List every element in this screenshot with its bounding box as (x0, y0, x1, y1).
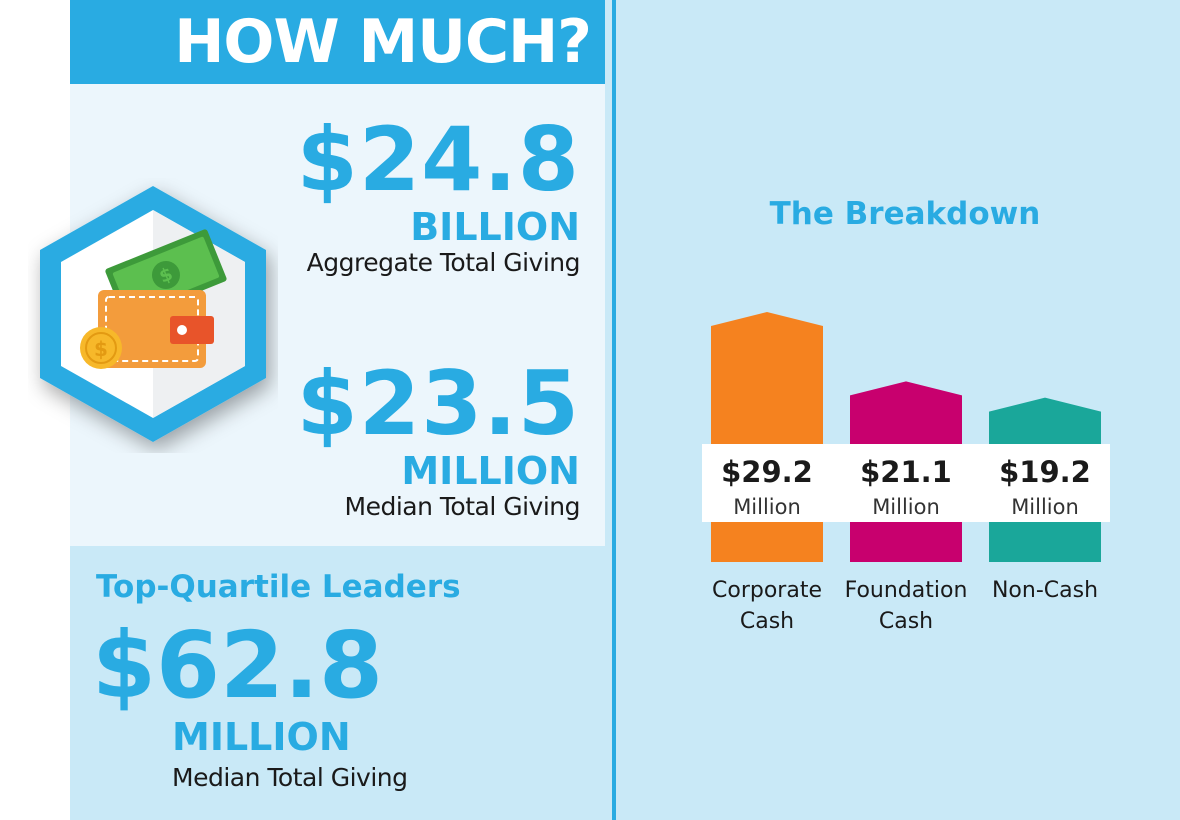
category-label: Corporate (712, 578, 822, 603)
top-quartile-title: Top-Quartile Leaders (96, 569, 461, 605)
aggregate-label: Aggregate Total Giving (306, 248, 581, 277)
category-label: Cash (879, 609, 933, 634)
page-title: HOW MUCH? (70, 0, 605, 84)
top-quartile-value: $62.8 (92, 612, 384, 719)
breakdown-chart: $29.2 Million Corporate Cash $21.1 Million Fou… (702, 312, 1110, 634)
top-quartile-label: Median Total Giving (172, 763, 408, 792)
category-label: Foundation (845, 578, 968, 603)
category-label: Cash (740, 609, 794, 634)
panel-divider (612, 0, 616, 820)
wallet-body (98, 290, 206, 368)
value-label-band (702, 444, 1110, 522)
aggregate-unit: BILLION (410, 205, 580, 249)
data-label-value: $29.2 (721, 455, 813, 489)
aggregate-value: $24.8 (296, 108, 580, 211)
median-value: $23.5 (296, 352, 580, 455)
bar-0 (711, 312, 823, 562)
svg-text:$: $ (94, 337, 108, 361)
data-label-unit: Million (872, 495, 940, 519)
top-quartile-unit: MILLION (172, 715, 351, 759)
page-margin (0, 0, 70, 820)
data-label-value: $19.2 (999, 455, 1091, 489)
chart-title: The Breakdown (769, 196, 1041, 232)
data-label-unit: Million (733, 495, 801, 519)
wallet-clasp (170, 316, 214, 344)
median-label: Median Total Giving (344, 492, 581, 521)
data-label-value: $21.1 (860, 455, 952, 489)
aggregate-stat: $24.8 BILLION Aggregate Total Giving (296, 108, 581, 278)
median-unit: MILLION (401, 449, 580, 493)
median-stat: $23.5 MILLION Median Total Giving (296, 352, 581, 522)
wallet-money-icon: $ $ (28, 178, 278, 453)
data-label-unit: Million (1011, 495, 1079, 519)
category-label: Non-Cash (992, 578, 1098, 603)
wallet-button (177, 325, 187, 335)
